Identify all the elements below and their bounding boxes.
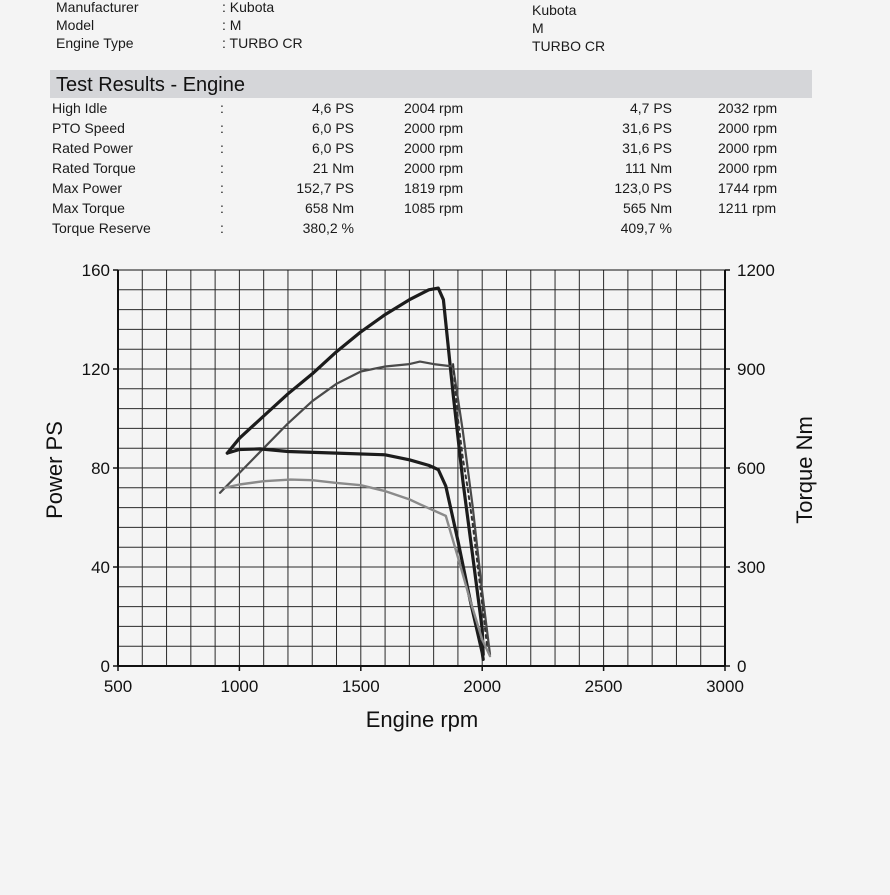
y2-tick-label: 1200 (737, 261, 775, 280)
y2-axis-ticks: 0 300 600 900 1200 (725, 261, 775, 676)
series-line-5 (452, 363, 489, 648)
x-tick-label: 1000 (220, 677, 258, 696)
result-rpm-1: 2000 rpm (404, 140, 464, 156)
y-tick-label: 80 (91, 459, 110, 478)
result-rpm-1: 2000 rpm (404, 120, 464, 136)
spec-value: : TURBO CR (222, 35, 303, 51)
result-rpm-2: 2032 rpm (718, 100, 778, 116)
y-tick-label: 40 (91, 558, 110, 577)
result-colon: : (220, 180, 224, 196)
result-rpm-1: 1819 rpm (404, 180, 464, 196)
result-rpm-2: 2000 rpm (718, 120, 778, 136)
x-tick-label: 500 (104, 677, 132, 696)
result-colon: : (220, 160, 224, 176)
chart-series (218, 286, 492, 662)
result-value-2: 4,7 PS (629, 100, 672, 116)
result-value-1: 152,7 PS (296, 180, 354, 196)
result-label: Torque Reserve (52, 220, 151, 236)
y-tick-label: 120 (82, 360, 110, 379)
x-tick-label: 3000 (706, 677, 744, 696)
spec-label: Model (56, 17, 95, 33)
result-colon: : (220, 100, 224, 116)
result-label: Max Power (52, 180, 123, 196)
chart-grid (118, 270, 725, 666)
result-rpm-2: 2000 rpm (718, 160, 778, 176)
result-colon: : (220, 140, 224, 156)
y2-axis-label: Torque Nm (792, 416, 817, 524)
spec-label: Manufacturer (56, 0, 139, 15)
spec-label: Engine Type (56, 35, 134, 51)
result-rpm-2: 2000 rpm (718, 140, 778, 156)
result-rpm-2: 1211 rpm (718, 200, 777, 216)
y2-tick-label: 300 (737, 558, 765, 577)
result-value-1: 380,2 % (302, 220, 354, 236)
result-value-1: 21 Nm (312, 160, 354, 176)
result-value-2: 31,6 PS (622, 120, 672, 136)
result-label: Rated Torque (52, 160, 136, 176)
spec-compare-block: Kubota M TURBO CR (532, 1, 605, 55)
result-rpm-1: 2004 rpm (404, 100, 464, 116)
x-tick-label: 2500 (585, 677, 623, 696)
result-label: PTO Speed (52, 120, 125, 136)
results-banner: Test Results - Engine (50, 70, 812, 98)
x-axis-label: Engine rpm (366, 707, 479, 732)
result-value-1: 6,0 PS (311, 120, 354, 136)
y-tick-label: 160 (82, 261, 110, 280)
x-axis-ticks: 500 1000 1500 2000 2500 3000 (104, 666, 744, 696)
x-tick-label: 2000 (463, 677, 501, 696)
result-rpm-2: 1744 rpm (718, 180, 778, 196)
y-axis-label: Power PS (42, 421, 67, 519)
result-label: High Idle (52, 100, 108, 116)
y-tick-label: 0 (101, 657, 110, 676)
y2-tick-label: 900 (737, 360, 765, 379)
result-value-2: 123,0 PS (614, 180, 672, 196)
spec-compare-value: TURBO CR (532, 38, 606, 54)
result-label: Rated Power (52, 140, 133, 156)
spec-compare-value: Kubota (532, 2, 577, 18)
x-tick-label: 1500 (342, 677, 380, 696)
y2-tick-label: 600 (737, 459, 765, 478)
result-value-1: 6,0 PS (311, 140, 354, 156)
result-value-1: 658 Nm (304, 200, 354, 216)
series-line-1 (225, 286, 485, 657)
result-value-2: 409,7 % (620, 220, 672, 236)
result-colon: : (220, 220, 224, 236)
result-value-2: 111 Nm (625, 160, 672, 176)
result-colon: : (220, 200, 224, 216)
result-rpm-1: 2000 rpm (404, 160, 464, 176)
spec-value: : M (222, 17, 242, 33)
series-line-2 (218, 360, 492, 656)
result-rpm-1: 1085 rpm (404, 200, 464, 216)
results-title: Test Results - Engine (56, 74, 245, 96)
y-axis-ticks: 0 40 80 120 160 (82, 261, 118, 676)
result-colon: : (220, 120, 224, 136)
result-label: Max Torque (52, 200, 125, 216)
y2-tick-label: 0 (737, 657, 746, 676)
spec-compare-value: M (532, 20, 544, 36)
spec-value: : Kubota (222, 0, 275, 15)
result-value-1: 4,6 PS (311, 100, 354, 116)
result-value-2: 565 Nm (622, 200, 672, 216)
result-value-2: 31,6 PS (622, 140, 672, 156)
series-line-4 (223, 478, 492, 658)
